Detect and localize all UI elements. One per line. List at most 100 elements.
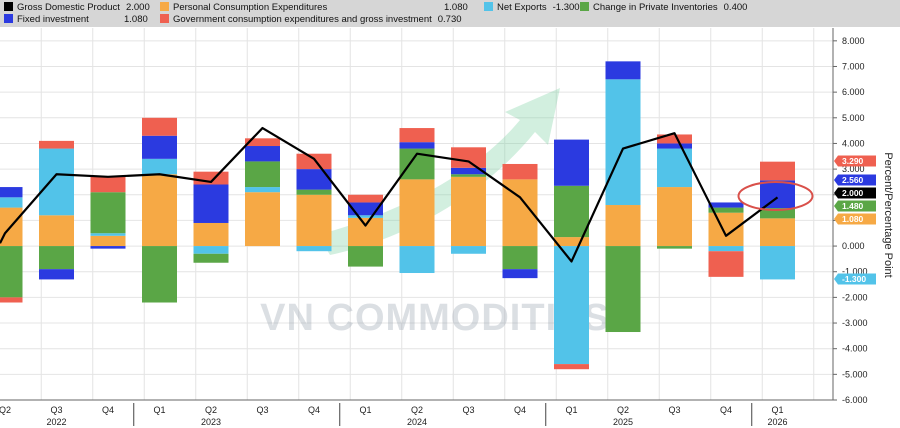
bar-fixed-11 — [554, 139, 589, 186]
bar-gov-0 — [0, 297, 23, 303]
legend-value-gdp: 2.000 — [125, 2, 150, 13]
y-tick-label: 8.000 — [842, 36, 865, 46]
legend-label-pce: Personal Consumption Expenditures — [173, 2, 328, 13]
bar-gov-10 — [502, 163, 538, 180]
x-axis: Q2 Q3 Q4 Q1 Q2 Q3 Q4 Q1 Q2 Q3 Q4 Q1 Q2 Q3 Q4 Q1 2022 2023… — [0, 399, 833, 427]
value-tag-0 — [834, 155, 876, 167]
legend-swatch-nx — [484, 2, 493, 11]
bar-inv-12 — [605, 246, 641, 333]
bar-fixed-2 — [90, 246, 126, 249]
x-tick-label-quarter: Q4 — [102, 405, 114, 415]
bar-gov-6 — [296, 153, 332, 170]
bar-pce-4 — [193, 222, 229, 247]
bar-gov-8 — [399, 128, 435, 143]
x-tick-label-quarter: Q4 — [720, 405, 732, 415]
y-tick-label: -1.000 — [842, 267, 868, 277]
bar-pce-11 — [554, 237, 589, 247]
legend-value-gov: 0.730 — [437, 14, 462, 25]
bar-inv-15 — [760, 208, 795, 219]
value-tag-4 — [834, 213, 876, 225]
y-tick-label: -3.000 — [842, 318, 868, 328]
bar-fixed-1 — [39, 269, 74, 280]
bar-fixed-9 — [451, 167, 486, 175]
bar-fixed-4 — [193, 184, 229, 223]
bar-inv-0 — [0, 246, 23, 298]
bar-nx-14 — [708, 246, 744, 252]
bar-nx-2 — [90, 233, 126, 236]
y-tick-label: 5.000 — [842, 113, 865, 123]
x-tick-label-quarter: Q3 — [256, 405, 268, 415]
bar-pce-13 — [657, 187, 692, 247]
x-tick-label-quarter: Q1 — [771, 405, 783, 415]
bar-fixed-8 — [399, 142, 435, 149]
y-tick-label: 4.000 — [842, 138, 865, 148]
legend-value-pce: 1.080 — [444, 2, 468, 13]
y-tick-label: 0.000 — [842, 241, 865, 251]
x-tick-label-quarter: Q2 — [411, 405, 423, 415]
y-tick-label: -4.000 — [842, 344, 868, 354]
bar-fixed-12 — [605, 61, 641, 80]
x-tick-label-year: 2025 — [613, 417, 633, 427]
legend-value-inv: 0.400 — [723, 2, 748, 13]
bar-inv-3 — [142, 246, 177, 303]
value-tag-3 — [834, 200, 876, 212]
legend-swatch-fixed — [4, 14, 13, 23]
legend-item-nx: Net Exports -1.300 — [484, 2, 580, 14]
bar-gov-11 — [554, 364, 589, 370]
bar-fixed-10 — [502, 269, 538, 279]
highlight-ellipse — [737, 181, 814, 212]
bar-nx-8 — [399, 246, 435, 274]
x-tick-label-quarter: Q4 — [514, 405, 526, 415]
watermark-arrow-icon — [318, 88, 560, 255]
gdp-line — [0, 126, 814, 263]
x-tick-label-quarter: Q1 — [565, 405, 577, 415]
y-tick-label: 7.000 — [842, 61, 865, 71]
bar-nx-3 — [142, 158, 177, 175]
bar-fixed-14 — [708, 202, 744, 208]
legend-value-fixed-wrap: 1.080 — [124, 14, 148, 26]
value-tag-label-2: 2.000 — [842, 188, 864, 198]
bar-nx-1 — [39, 148, 74, 216]
bar-pce-1 — [39, 215, 74, 247]
chart-legend: Gross Domestic Product 2.000 Personal Con… — [0, 0, 900, 27]
legend-swatch-pce — [160, 2, 169, 11]
legend-swatch-gdp — [4, 2, 13, 11]
bar-nx-6 — [296, 246, 332, 252]
bar-inv-10 — [502, 246, 538, 270]
bar-gov-2 — [90, 176, 126, 193]
legend-swatch-gov — [160, 14, 169, 23]
bar-pce-14 — [708, 212, 744, 247]
bar-fixed-3 — [142, 135, 177, 159]
watermark-text: VN COMMODITIES — [260, 297, 610, 339]
x-tick-label-quarter: Q3 — [668, 405, 680, 415]
bar-gov-9 — [451, 147, 486, 168]
bar-nx-12 — [605, 79, 641, 206]
watermark-arrow-shape — [318, 88, 560, 255]
bar-gov-13 — [657, 134, 692, 144]
value-tag-label-3: 1.480 — [842, 201, 864, 211]
bar-pce-12 — [605, 205, 641, 247]
y-tick-label: -2.000 — [842, 292, 868, 302]
y-tick-label: -6.000 — [842, 395, 868, 405]
bar-fixed-6 — [296, 169, 332, 190]
bar-pce-15 — [760, 218, 795, 247]
x-tick-label-quarter: Q1 — [359, 405, 371, 415]
y-axis-label: Percent/Percentage Point — [882, 152, 894, 277]
x-tick-label-quarter: Q4 — [308, 405, 320, 415]
bar-fixed-0 — [0, 187, 23, 198]
legend-swatch-inv — [580, 2, 589, 11]
x-tick-label-quarter: Q2 — [0, 405, 11, 415]
bar-gov-3 — [142, 117, 177, 136]
y-tick-label: 3.000 — [842, 164, 865, 174]
legend-value-pce-wrap: 1.080 — [444, 2, 468, 14]
bar-nx-11 — [554, 246, 589, 365]
bar-inv-6 — [296, 189, 332, 195]
value-tag-label-5: -1.300 — [842, 274, 866, 284]
bar-pce-7 — [348, 217, 383, 247]
bar-nx-5 — [245, 187, 280, 193]
legend-value-fixed: 1.080 — [124, 14, 148, 25]
bar-gov-1 — [39, 140, 74, 149]
x-tick-label-quarter: Q3 — [50, 405, 62, 415]
legend-label-gov: Government consumption expenditures and … — [173, 14, 432, 25]
